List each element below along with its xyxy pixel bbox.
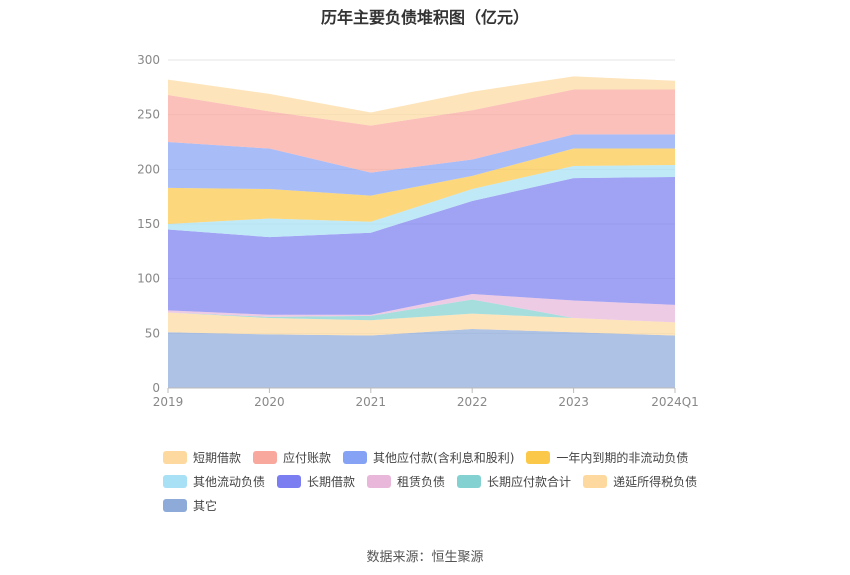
legend-label: 其他应付款(含利息和股利) [373,450,515,465]
area-series-6[interactable] [168,148,675,224]
x-tick-label: 2024Q1 [651,395,699,409]
chart-title: 历年主要负债堆积图（亿元） [320,8,529,27]
legend-label: 长期借款 [307,474,356,489]
legend-swatch [277,474,302,488]
legend-swatch [163,474,187,488]
legend-item[interactable]: 短期借款 [163,449,241,465]
y-tick-label: 250 [137,108,160,122]
legend-item[interactable]: 其它 [163,497,217,513]
area-series-4[interactable] [168,176,675,315]
axes: 0 50 100 150 200 250 300 2019 2020 2021 2022 2023 20… [137,53,699,409]
x-tick-label: 2019 [153,395,184,409]
legend-label: 其它 [193,498,218,513]
area-series-7[interactable] [168,134,675,196]
y-tick-label: 300 [137,53,160,67]
legend-label: 短期借款 [193,450,242,465]
legend-item[interactable]: 长期借款 [277,473,355,489]
data-source-note: 数据来源：恒生聚源 [366,550,484,565]
area-series-9[interactable] [168,76,675,126]
legend-label: 其他流动负债 [193,474,266,489]
legend-swatch [253,450,278,464]
legend-label: 长期应付款合计 [487,474,572,489]
legend-item[interactable]: 递延所得税负债 [583,473,697,489]
area-series-5[interactable] [168,164,675,238]
legend-item[interactable]: 租赁负债 [367,473,445,489]
legend-item[interactable]: 其他流动负债 [163,473,265,489]
x-tick-label: 2022 [457,395,488,409]
legend-label: 租赁负债 [397,474,446,489]
area-series-2[interactable] [168,299,675,323]
legend-label: 一年内到期的非流动负债 [556,450,689,465]
area-series-0[interactable] [168,328,675,388]
chart-legend: 短期借款 应付账款 其他应付款(含利息和股利) 一年内到期的非流动负债其他流动负债 长期… [163,449,723,513]
y-tick-label: 200 [137,162,160,176]
legend-swatch [457,474,482,488]
legend-swatch [367,474,392,488]
legend-item[interactable]: 其他应付款(含利息和股利) [343,449,514,465]
area-series-8[interactable] [168,89,675,173]
x-tick-label: 2023 [558,395,589,409]
y-tick-label: 100 [137,272,160,286]
legend-item[interactable]: 应付账款 [253,449,331,465]
x-tick-label: 2021 [356,395,387,409]
stacked-area-chart: 0 50 100 150 200 250 300 2019 2020 2021 2022 2023 20… [137,53,699,409]
x-tick-label: 2020 [254,395,285,409]
legend-swatch [526,450,551,464]
legend-swatch [343,450,368,464]
area-series-3[interactable] [168,293,675,323]
area-series-group [168,76,675,388]
area-series-1[interactable] [168,312,675,336]
legend-item[interactable]: 长期应付款合计 [457,473,571,489]
y-tick-label: 150 [137,217,160,231]
legend-item[interactable]: 一年内到期的非流动负债 [526,449,688,465]
legend-label: 应付账款 [283,450,332,465]
legend-label: 递延所得税负债 [613,474,698,489]
y-tick-label: 50 [145,326,160,340]
y-tick-label: 0 [152,381,160,395]
legend-swatch [163,498,187,512]
legend-swatch [163,450,187,464]
legend-swatch [583,474,608,488]
